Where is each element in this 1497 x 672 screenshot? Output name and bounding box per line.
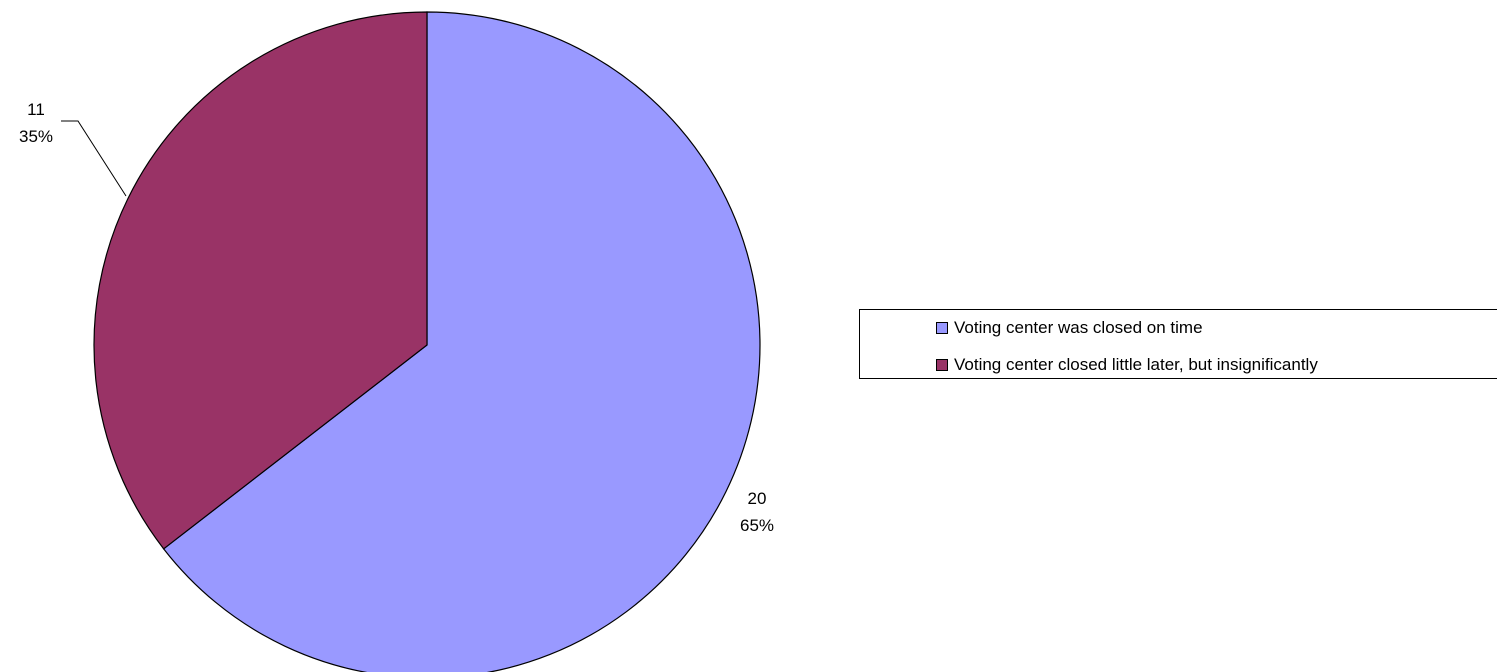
legend-label-slice-2: Voting center closed little later, but i… [954, 355, 1318, 374]
leader-line-slice-2 [61, 120, 127, 197]
pie-slice-1 [162, 11, 761, 672]
data-label-percent-slice-1: 65% [740, 516, 774, 535]
legend-item-slice-1: Voting center was closed on time [936, 317, 1203, 339]
data-label-percent-slice-2: 35% [19, 127, 53, 146]
data-label-value-slice-2: 11 [27, 100, 45, 119]
legend-item-slice-2: Voting center closed little later, but i… [936, 354, 1318, 376]
pie-slice-2 [93, 11, 428, 550]
data-label-value-slice-1: 20 [748, 489, 767, 508]
legend: Voting center was closed on time Voting … [859, 309, 1497, 379]
legend-swatch-slice-1 [936, 322, 948, 334]
legend-label-slice-1: Voting center was closed on time [954, 318, 1203, 337]
legend-swatch-slice-2 [936, 359, 948, 371]
